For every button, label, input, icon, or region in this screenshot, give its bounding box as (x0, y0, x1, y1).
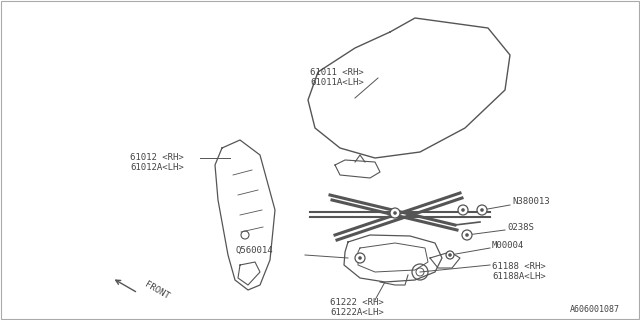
Text: FRONT: FRONT (143, 280, 171, 301)
Circle shape (461, 208, 465, 212)
Text: 61188 <RH>
61188A<LH>: 61188 <RH> 61188A<LH> (492, 262, 546, 281)
Text: M00004: M00004 (492, 241, 524, 250)
Circle shape (390, 208, 400, 218)
Circle shape (477, 205, 487, 215)
Circle shape (393, 211, 397, 215)
Text: N380013: N380013 (512, 197, 550, 206)
Circle shape (448, 253, 452, 257)
Circle shape (358, 256, 362, 260)
Text: 61011 <RH>
61011A<LH>: 61011 <RH> 61011A<LH> (310, 68, 364, 87)
Circle shape (458, 205, 468, 215)
Text: 61222 <RH>
61222A<LH>: 61222 <RH> 61222A<LH> (330, 298, 384, 317)
Circle shape (446, 251, 454, 259)
Circle shape (462, 230, 472, 240)
Circle shape (412, 264, 428, 280)
Text: 0238S: 0238S (507, 222, 534, 231)
Text: Q560014: Q560014 (235, 245, 273, 254)
Circle shape (465, 233, 468, 237)
Circle shape (241, 231, 249, 239)
Text: A606001087: A606001087 (570, 305, 620, 314)
Text: 61012 <RH>
61012A<LH>: 61012 <RH> 61012A<LH> (130, 153, 184, 172)
Circle shape (480, 208, 484, 212)
Circle shape (355, 253, 365, 263)
